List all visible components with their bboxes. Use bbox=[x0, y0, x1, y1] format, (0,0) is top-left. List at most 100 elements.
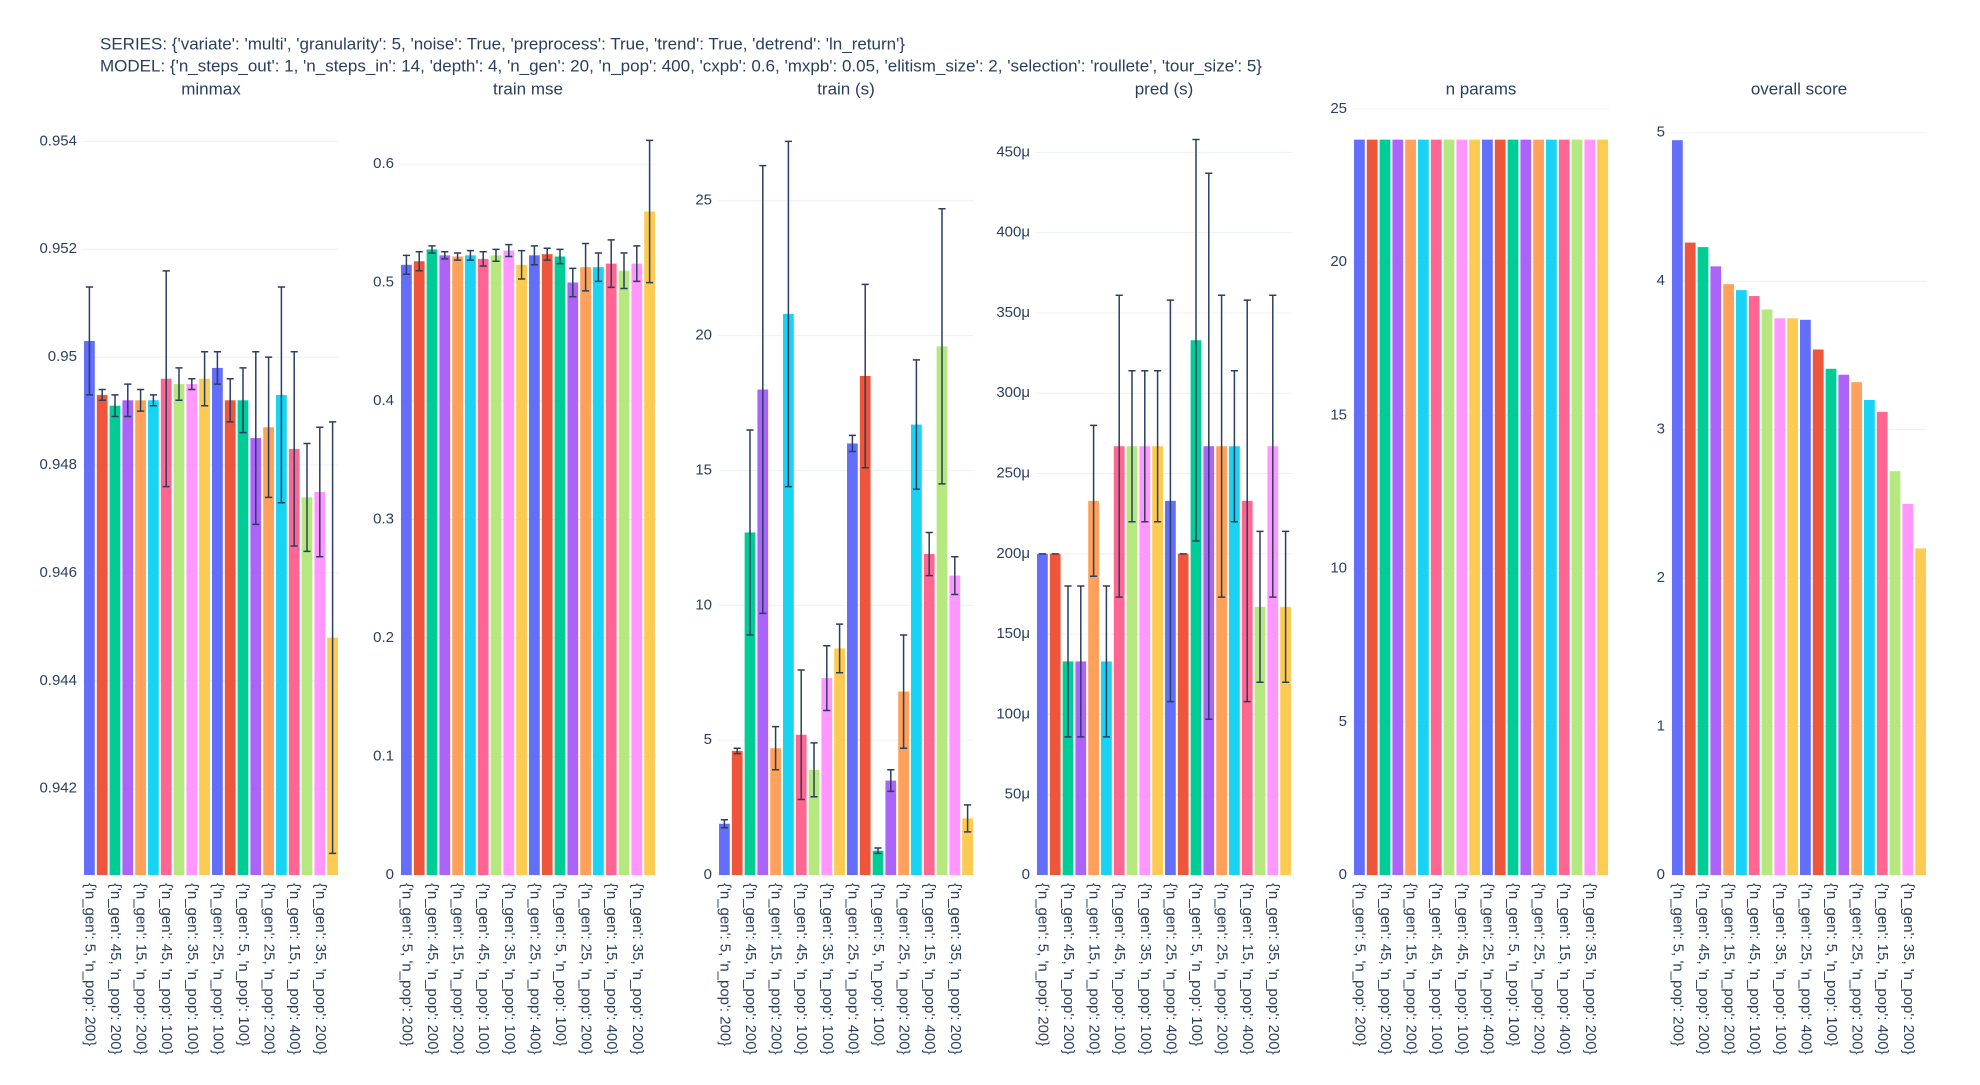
bar bbox=[135, 400, 146, 875]
bar bbox=[1571, 139, 1583, 875]
bar bbox=[1037, 553, 1048, 875]
error-bar bbox=[836, 623, 844, 674]
bar bbox=[276, 394, 287, 875]
bar bbox=[1443, 139, 1455, 875]
bar bbox=[770, 748, 781, 875]
subplot-title: overall score bbox=[1751, 79, 1847, 98]
error-bar bbox=[1218, 294, 1226, 598]
error-bar bbox=[1192, 138, 1200, 542]
x-tick-label: {'n_gen': 15, 'n_pop': 200} bbox=[768, 883, 785, 1055]
bar bbox=[898, 691, 909, 875]
bar bbox=[859, 376, 871, 875]
y-tick-label: 0.2 bbox=[373, 629, 394, 646]
bar bbox=[96, 394, 108, 875]
error-bar bbox=[1128, 370, 1136, 523]
x-tick-label: {'n_gen': 45, 'n_pop': 100} bbox=[475, 883, 492, 1055]
bar bbox=[490, 255, 502, 875]
bar bbox=[911, 424, 922, 875]
bar bbox=[1267, 446, 1279, 875]
y-tick-label: 15 bbox=[1330, 406, 1347, 423]
bar bbox=[503, 250, 515, 875]
bar bbox=[1049, 553, 1061, 875]
x-tick-label: {'n_gen': 25, 'n_pop': 400} bbox=[844, 883, 861, 1055]
bar bbox=[795, 734, 807, 875]
error-bar bbox=[861, 283, 869, 469]
bar bbox=[199, 378, 210, 875]
bar bbox=[1190, 340, 1202, 876]
bar bbox=[1216, 446, 1227, 875]
x-tick-label: {'n_gen': 25, 'n_pop': 400} bbox=[1797, 883, 1814, 1055]
error-bar bbox=[1141, 370, 1149, 523]
y-tick-label: 0 bbox=[1022, 866, 1030, 883]
y-tick-label: 0 bbox=[704, 866, 712, 883]
bar bbox=[224, 400, 236, 875]
bar bbox=[1494, 139, 1506, 875]
bar bbox=[808, 769, 820, 875]
bar bbox=[593, 267, 604, 875]
bar bbox=[1748, 296, 1760, 875]
error-bar bbox=[518, 249, 526, 280]
x-tick-label: {'n_gen': 5, 'n_pop': 200} bbox=[716, 883, 733, 1046]
error-bar bbox=[479, 251, 487, 267]
y-tick-label: 0 bbox=[1657, 866, 1665, 883]
x-tick-label: {'n_gen': 25, 'n_pop': 200} bbox=[896, 883, 913, 1055]
x-tick-label: {'n_gen': 45, 'n_pop': 200} bbox=[1695, 883, 1712, 1055]
error-bar bbox=[797, 669, 805, 801]
bar bbox=[1405, 139, 1416, 875]
x-tick-label: {'n_gen': 5, 'n_pop': 100} bbox=[552, 883, 569, 1046]
bar bbox=[923, 554, 935, 875]
error-bar bbox=[428, 245, 436, 254]
bar bbox=[1152, 446, 1163, 875]
bar bbox=[872, 850, 884, 875]
error-bar bbox=[149, 394, 157, 407]
bar bbox=[413, 261, 425, 875]
error-bar bbox=[646, 139, 654, 284]
bar bbox=[644, 211, 655, 876]
bar bbox=[1774, 318, 1786, 875]
x-tick-label: {'n_gen': 45, 'n_pop': 200} bbox=[742, 883, 759, 1055]
x-tick-label: {'n_gen': 25, 'n_pop': 400} bbox=[1162, 883, 1179, 1055]
bar bbox=[541, 254, 553, 876]
y-tick-label: 0.1 bbox=[373, 747, 394, 764]
y-tick-label: 3 bbox=[1657, 421, 1665, 438]
bar bbox=[109, 405, 121, 875]
error-bar bbox=[1166, 299, 1174, 703]
error-bar bbox=[900, 634, 908, 749]
bar bbox=[731, 750, 743, 875]
y-tick-label: 300μ bbox=[996, 384, 1030, 401]
bar bbox=[580, 267, 591, 875]
x-tick-label: {'n_gen': 45, 'n_pop': 100} bbox=[1111, 883, 1128, 1055]
error-bar bbox=[733, 747, 741, 755]
bar bbox=[301, 497, 313, 875]
y-tick-label: 20 bbox=[695, 327, 712, 344]
bar bbox=[452, 256, 463, 875]
y-tick-label: 0.942 bbox=[39, 780, 77, 797]
bar bbox=[1736, 290, 1747, 875]
bar bbox=[783, 313, 794, 875]
y-tick-label: 0.6 bbox=[373, 155, 394, 172]
error-bar bbox=[454, 252, 462, 261]
x-tick-label: {'n_gen': 5, 'n_pop': 200} bbox=[1669, 883, 1686, 1046]
y-tick-label: 250μ bbox=[996, 465, 1030, 482]
x-tick-label: {'n_gen': 15, 'n_pop': 400} bbox=[921, 883, 938, 1055]
error-bar bbox=[441, 251, 449, 260]
bar bbox=[477, 258, 489, 875]
error-bar bbox=[1269, 294, 1277, 598]
bar bbox=[1126, 446, 1138, 875]
y-tick-label: 0.5 bbox=[373, 274, 394, 291]
error-bar bbox=[175, 367, 183, 402]
bar bbox=[1546, 139, 1557, 875]
bar bbox=[1456, 139, 1468, 875]
bar bbox=[1280, 606, 1291, 875]
y-tick-label: 400μ bbox=[996, 224, 1030, 241]
error-bar bbox=[329, 421, 337, 855]
error-bar bbox=[582, 242, 590, 292]
bar bbox=[1113, 446, 1125, 875]
y-tick-label: 0 bbox=[386, 866, 394, 883]
x-tick-label: {'n_gen': 15, 'n_pop': 400} bbox=[1874, 883, 1891, 1055]
x-tick-label: {'n_gen': 35, 'n_pop': 100} bbox=[1772, 883, 1789, 1055]
bar bbox=[401, 264, 412, 875]
bar bbox=[1533, 139, 1544, 875]
bar bbox=[1354, 139, 1365, 875]
bar bbox=[1520, 139, 1532, 875]
